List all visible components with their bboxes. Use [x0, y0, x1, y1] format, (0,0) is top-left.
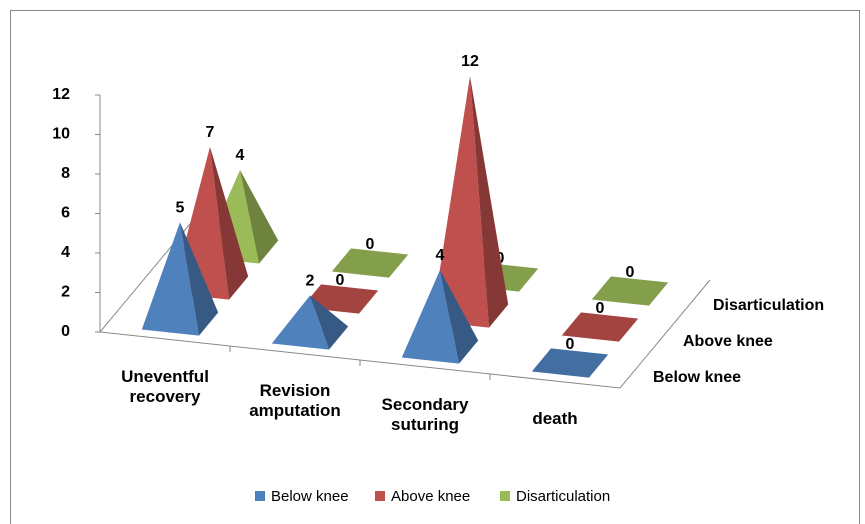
data-label: 0	[596, 300, 605, 317]
pyramid-base	[531, 348, 609, 378]
pyramid	[591, 276, 669, 306]
y-tick-label: 4	[61, 244, 70, 261]
data-label: 12	[461, 53, 479, 70]
data-label: 0	[336, 272, 345, 289]
y-tick-label: 10	[52, 126, 70, 143]
pyramid	[531, 348, 609, 378]
pyramid	[271, 295, 349, 350]
depth-label: Below knee	[653, 369, 741, 386]
legend-swatch	[375, 491, 385, 501]
pyramid-side	[240, 170, 279, 264]
y-tick-label: 12	[52, 86, 70, 103]
x-tick-label: Revision amputation	[249, 381, 341, 420]
data-label: 0	[626, 264, 635, 281]
pyramid-face	[141, 222, 199, 336]
y-tick-label: 8	[61, 165, 70, 182]
x-tick-label: Secondary suturing	[381, 395, 469, 434]
pyramid-side	[470, 76, 509, 328]
chart-border	[10, 10, 860, 524]
x-tick-label: Uneventful recovery	[121, 367, 209, 406]
pyramid-face	[271, 295, 329, 350]
y-tick-label: 6	[61, 205, 70, 222]
x-tick-label: death	[532, 409, 578, 428]
pyramid	[331, 248, 409, 278]
pyramid-base	[591, 276, 669, 306]
pyramid-face	[431, 76, 489, 328]
legend-swatch	[255, 491, 265, 501]
data-label: 0	[366, 236, 375, 253]
legend-label: Disarticulation	[516, 488, 610, 505]
legend-label: Above knee	[391, 488, 470, 505]
data-label: 4	[236, 147, 245, 164]
data-label: 4	[436, 247, 445, 264]
depth-label: Disarticulation	[713, 297, 824, 314]
pyramid-base	[561, 312, 639, 342]
pyramid-side	[310, 295, 349, 350]
y-tick-label: 0	[61, 323, 70, 340]
depth-label: Above knee	[683, 333, 773, 350]
pyramid-face	[401, 270, 459, 364]
data-label: 0	[566, 336, 575, 353]
y-tick-label: 2	[61, 284, 70, 301]
pyramid-base	[331, 248, 409, 278]
pyramid-side	[180, 222, 219, 336]
data-label: 7	[206, 124, 215, 141]
legend-label: Below knee	[271, 488, 349, 505]
pyramid	[401, 270, 479, 364]
pyramid	[141, 222, 219, 336]
pyramid-side	[440, 270, 479, 364]
data-label: 5	[176, 199, 185, 216]
pyramid	[431, 76, 509, 328]
pyramid-side	[210, 146, 249, 300]
pyramid	[561, 312, 639, 342]
data-label: 2	[306, 273, 315, 290]
legend-swatch	[500, 491, 510, 501]
